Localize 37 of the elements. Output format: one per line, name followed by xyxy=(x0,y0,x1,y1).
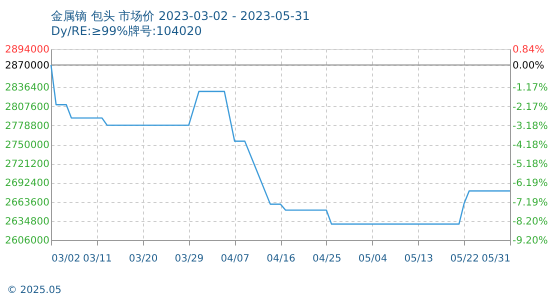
y-tick-label: 2606000 xyxy=(4,236,50,246)
x-tick-label: 05/31 xyxy=(482,254,510,264)
x-tick-label: 03/02 xyxy=(52,254,80,264)
chart-subtitle: Dy/RE:≥99%牌号:104020 xyxy=(51,24,202,38)
y2-tick-label: -5.18% xyxy=(512,159,548,170)
line-series xyxy=(50,64,511,225)
y-tick-label: 2750000 xyxy=(4,140,50,151)
y-tick-label: 2692400 xyxy=(4,178,50,190)
y-tick-label: 2870000 xyxy=(4,60,50,72)
y-tick-label: 2836400 xyxy=(4,82,50,94)
x-tick-label: 03/20 xyxy=(128,254,158,264)
y2-tick-label: 0.84% xyxy=(512,44,544,56)
y2-tick-label: -3.18% xyxy=(512,120,548,132)
y2-tick-label: -1.17% xyxy=(512,82,548,94)
y-tick-label: 2663600 xyxy=(4,197,50,208)
x-tick-label: 04/25 xyxy=(312,254,342,264)
x-tick-label: 05/22 xyxy=(450,254,480,264)
y2-tick-label: 0.00% xyxy=(512,60,544,72)
y-tick-label: 2721200 xyxy=(4,159,50,170)
x-tick-label: 04/07 xyxy=(220,254,250,264)
y2-tick-label: -4.18% xyxy=(512,140,548,151)
y2-tick-label: -7.19% xyxy=(512,197,548,208)
x-tick-label: 03/29 xyxy=(174,254,204,264)
x-tick-label: 05/04 xyxy=(358,254,388,264)
y2-tick-label: -8.20% xyxy=(512,216,548,228)
y-tick-label: 2634800 xyxy=(4,216,50,228)
y-tick-label: 2778800 xyxy=(4,120,50,132)
x-tick-label: 04/16 xyxy=(266,254,296,264)
y2-tick-label: -6.19% xyxy=(512,178,548,190)
y-tick-label: 2807600 xyxy=(4,102,50,113)
y-tick-label: 2894000 xyxy=(4,44,50,56)
x-tick-label: 05/13 xyxy=(404,254,434,264)
text: © 2025.05 xyxy=(7,285,62,296)
x-tick-label: 03/11 xyxy=(82,254,112,264)
y2-tick-label: -2.17% xyxy=(512,102,548,113)
chart-title: 金属镝 包头 市场价 2023-03-02 - 2023-05-31 xyxy=(51,9,310,23)
y2-tick-label: -9.20% xyxy=(512,236,548,246)
